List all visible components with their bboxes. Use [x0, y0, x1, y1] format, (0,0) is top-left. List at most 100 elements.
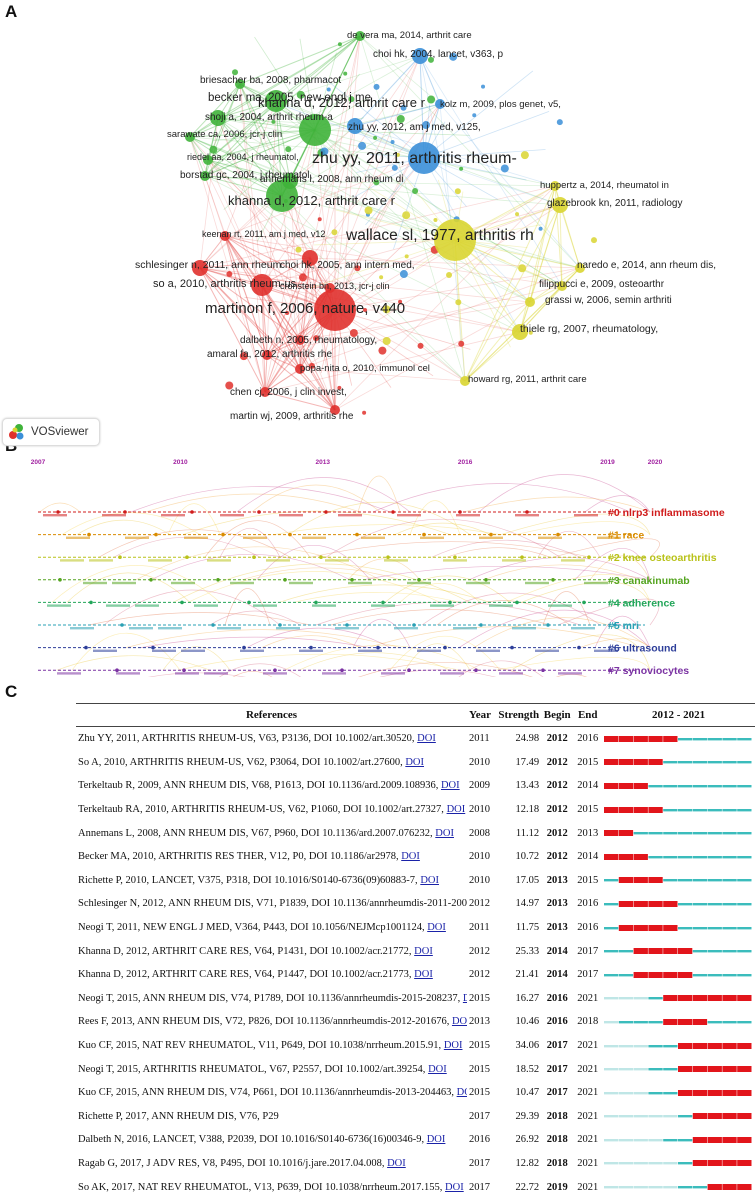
network-link	[207, 159, 581, 269]
doi-link[interactable]: DOI	[456, 1087, 467, 1099]
network-node-minor	[271, 119, 276, 124]
network-link	[289, 180, 336, 411]
timeline-cluster-label: #6 ultrasound	[608, 643, 677, 655]
network-node-minor	[458, 340, 465, 347]
timeline-author-mark	[279, 514, 303, 517]
timeline-arc	[288, 501, 471, 535]
timeline-node	[479, 623, 483, 627]
timeline-node	[546, 623, 550, 627]
table-header-row: References Year Strength Begin End 2012 …	[76, 703, 755, 727]
nonburst-segment	[707, 902, 723, 906]
burst-segment	[722, 1113, 737, 1120]
doi-link[interactable]: DOI	[451, 1016, 467, 1028]
doi-link[interactable]: DOI	[446, 804, 466, 816]
timeline-author-mark	[499, 672, 523, 675]
year-value: 2017	[469, 1110, 490, 1122]
nonburst-segment	[648, 1138, 663, 1142]
doi-link[interactable]: DOI	[445, 1181, 464, 1193]
timeline-tick-label: 2013	[316, 459, 331, 466]
timeline-arc	[537, 531, 601, 558]
network-link	[359, 35, 581, 269]
timeline-arc	[71, 633, 181, 671]
nonburst-segment	[604, 973, 619, 977]
doi-link[interactable]: DOI	[414, 945, 433, 957]
timeline-node	[123, 510, 127, 514]
doi-link[interactable]: DOI	[443, 1040, 463, 1052]
timeline-author-mark	[381, 672, 405, 675]
doi-link[interactable]: DOI	[440, 780, 460, 792]
burst-segment	[678, 948, 693, 955]
nonburst-segment	[633, 1115, 649, 1118]
doi-link[interactable]: DOI	[462, 992, 467, 1004]
timeline-arc	[421, 592, 601, 626]
header-year: Year	[467, 703, 497, 727]
network-link	[354, 55, 421, 127]
doi-link[interactable]: DOI	[435, 827, 454, 839]
burst-segment	[604, 853, 619, 860]
reference-text: Becker MA, 2010, ARTHRITIS RES THER, V12…	[78, 851, 402, 863]
timeline-node	[551, 578, 555, 582]
timeline-arc	[130, 486, 391, 513]
timeline-cluster-label: #2 knee osteoarthritis	[608, 552, 717, 564]
timeline-cluster-label: #4 adherence	[608, 597, 675, 609]
end-value: 2017	[577, 945, 599, 957]
network-node-minor	[285, 146, 292, 153]
doi-link[interactable]: DOI	[387, 1157, 406, 1169]
doi-link[interactable]: DOI	[420, 874, 439, 886]
network-link	[329, 287, 521, 333]
timeline-arc	[66, 572, 191, 603]
doi-link[interactable]: DOI	[414, 969, 433, 981]
burst-segment	[692, 1113, 708, 1120]
doi-link[interactable]: DOI	[428, 1063, 447, 1075]
timeline-node	[115, 668, 119, 672]
burst-segment	[722, 1136, 737, 1143]
network-node-minor	[363, 308, 367, 312]
network-link	[224, 235, 268, 356]
timeline-author-mark	[112, 581, 136, 585]
timeline-author-mark	[384, 559, 408, 562]
table-row: So A, 2010, ARTHRITIS RHEUM-US, V62, P30…	[76, 751, 755, 775]
network-node-label: khanna d, 2012, arthrit care r	[228, 193, 396, 208]
nonburst-segment	[737, 1020, 752, 1024]
network-link	[217, 35, 361, 119]
timeline-arc	[261, 635, 361, 648]
doi-link[interactable]: DOI	[401, 851, 420, 863]
reference-cell: Terkeltaub R, 2009, ANN RHEUM DIS, V68, …	[76, 774, 467, 798]
timeline-arcs	[39, 474, 660, 677]
nonburst-segment	[707, 737, 723, 741]
network-link	[239, 83, 563, 287]
doi-link[interactable]: DOI	[417, 733, 436, 745]
nonburst-segment	[663, 832, 678, 835]
network-node-label: borstad gc, 2004, j rheumatol,	[180, 170, 312, 181]
network-link	[224, 235, 311, 259]
network-link	[454, 239, 466, 382]
nonburst-segment	[737, 737, 752, 741]
timeline-author-mark	[47, 604, 71, 607]
timeline-arc	[236, 477, 411, 513]
timeline-arc	[256, 545, 371, 581]
burst-segment	[678, 1042, 693, 1049]
nonburst-segment	[663, 1044, 678, 1047]
network-node-minor	[378, 346, 387, 355]
timeline-arc	[458, 660, 544, 677]
doi-link[interactable]: DOI	[405, 756, 424, 768]
doi-link[interactable]: DOI	[426, 1134, 446, 1146]
begin-value: 2012	[546, 733, 568, 745]
panel-c-letter: C	[5, 682, 18, 701]
burst-bar-cell	[602, 1175, 755, 1199]
burst-segment	[692, 1018, 708, 1025]
network-node-minor	[226, 271, 233, 278]
strength-value: 17.49	[515, 756, 540, 768]
timeline-node	[89, 600, 93, 605]
table-row: Neogi T, 2011, NEW ENGL J MED, V364, P44…	[76, 916, 755, 940]
network-node-minor	[417, 342, 424, 349]
burst-bar-cell	[602, 963, 755, 987]
doi-link[interactable]: DOI	[427, 922, 446, 934]
timeline-author-mark	[561, 559, 585, 562]
timeline-author-mark	[476, 649, 500, 652]
burst-bar	[604, 1136, 752, 1143]
timeline-author-mark	[204, 672, 228, 675]
network-link	[204, 175, 561, 206]
year-value: 2010	[469, 756, 490, 768]
timeline-node	[417, 578, 421, 582]
